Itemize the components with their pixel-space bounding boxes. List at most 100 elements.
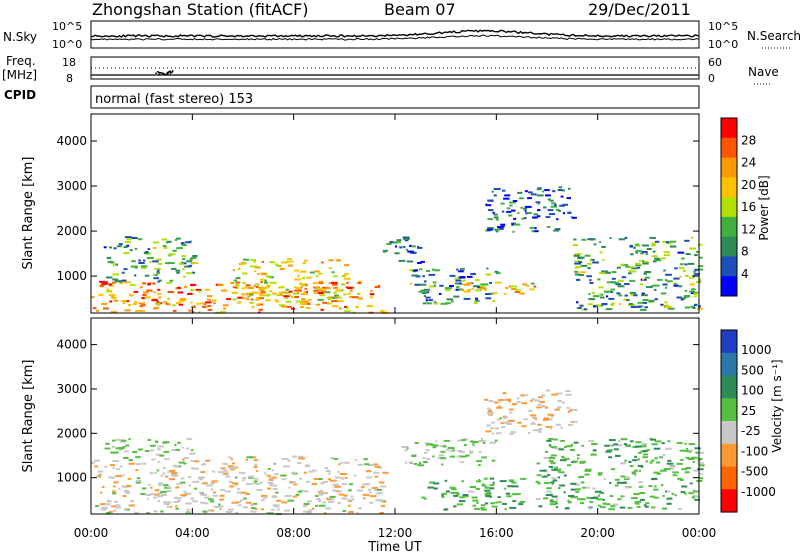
echo-cell xyxy=(253,477,259,480)
echo-cell xyxy=(99,284,106,287)
echo-cell xyxy=(682,269,686,272)
echo-cell xyxy=(527,197,532,200)
echo-cell xyxy=(321,491,327,494)
echo-cell xyxy=(578,307,582,309)
echo-cell xyxy=(311,483,317,485)
echo-cell xyxy=(166,303,171,306)
echo-cell xyxy=(234,484,238,487)
echo-cell xyxy=(441,492,447,495)
echo-cell xyxy=(293,483,298,486)
echo-cell xyxy=(552,457,556,459)
echo-cell xyxy=(370,296,374,299)
echo-cell xyxy=(588,298,596,301)
echo-cell xyxy=(616,481,624,484)
echo-cell xyxy=(504,415,508,418)
echo-cell xyxy=(409,269,414,272)
echo-cell xyxy=(256,489,263,491)
echo-cell xyxy=(651,478,658,481)
echo-cell xyxy=(626,299,630,302)
echo-cell xyxy=(537,482,541,485)
nave-point xyxy=(169,72,172,74)
echo-cell xyxy=(305,284,308,287)
echo-cell xyxy=(302,262,306,264)
echo-cell xyxy=(557,470,561,473)
echo-cell xyxy=(520,501,526,503)
echo-cell xyxy=(411,274,419,277)
echo-cell xyxy=(170,505,173,508)
echo-cell xyxy=(581,444,584,447)
echo-cell xyxy=(220,467,226,470)
echo-cell xyxy=(152,273,156,276)
echo-cell xyxy=(491,421,495,424)
echo-cell xyxy=(445,490,451,493)
echo-cell xyxy=(118,487,121,490)
echo-cell xyxy=(305,464,310,467)
echo-cell xyxy=(404,461,408,464)
echo-cell xyxy=(198,476,205,479)
echo-cell xyxy=(619,506,626,509)
echo-cell xyxy=(362,493,370,496)
echo-cell xyxy=(640,283,643,286)
echo-cell xyxy=(313,292,317,295)
echo-cell xyxy=(315,287,318,290)
echo-cell xyxy=(217,471,225,474)
echo-cell xyxy=(568,501,572,504)
echo-cell xyxy=(693,273,700,276)
echo-cell xyxy=(207,305,211,307)
echo-cell xyxy=(242,479,245,482)
echo-cell xyxy=(459,461,465,464)
echo-cell xyxy=(135,480,142,483)
echo-cell xyxy=(475,289,482,292)
echo-cell xyxy=(445,448,450,451)
echo-cell xyxy=(532,230,539,233)
echo-cell xyxy=(557,400,563,403)
echo-cell xyxy=(292,455,297,458)
echo-cell xyxy=(581,238,587,241)
echo-cell xyxy=(511,223,514,226)
echo-cell xyxy=(632,445,638,448)
echo-cell xyxy=(190,497,195,500)
echo-cell xyxy=(434,301,437,304)
echo-cell xyxy=(689,247,696,250)
echo-cell xyxy=(543,475,548,478)
echo-cell xyxy=(696,250,700,253)
echo-cell xyxy=(503,197,510,200)
echo-cell xyxy=(243,497,247,500)
echo-cell xyxy=(292,292,298,295)
echo-cell xyxy=(590,497,597,500)
echo-cell xyxy=(491,190,494,193)
echo-cell xyxy=(394,245,398,248)
echo-cell xyxy=(138,259,142,262)
echo-cell xyxy=(191,261,199,264)
echo-cell xyxy=(640,465,644,468)
echo-cell xyxy=(587,303,593,306)
echo-cell xyxy=(306,276,312,279)
echo-cell xyxy=(657,278,663,281)
echo-cell xyxy=(206,298,211,301)
echo-cell xyxy=(505,287,508,289)
echo-cell xyxy=(104,465,108,468)
station-title: Zhongshan Station (fitACF) xyxy=(92,0,309,19)
echo-cell xyxy=(182,458,185,461)
echo-cell xyxy=(180,242,185,245)
echo-cell xyxy=(112,492,117,495)
echo-cell xyxy=(101,508,107,511)
echo-cell xyxy=(654,240,660,243)
echo-cell xyxy=(182,258,186,260)
echo-cell xyxy=(508,400,511,403)
echo-cell xyxy=(538,430,542,433)
echo-cell xyxy=(449,285,454,287)
echo-cell xyxy=(228,456,231,459)
echo-cell xyxy=(360,486,365,489)
echo-cell xyxy=(673,283,678,285)
echo-cell xyxy=(555,502,558,505)
echo-cell xyxy=(561,455,565,458)
echo-cell xyxy=(320,482,325,485)
echo-cell xyxy=(458,288,464,291)
echo-cell xyxy=(511,209,516,212)
echo-cell xyxy=(194,487,197,490)
echo-cell xyxy=(525,212,528,215)
echo-cell xyxy=(425,444,429,447)
